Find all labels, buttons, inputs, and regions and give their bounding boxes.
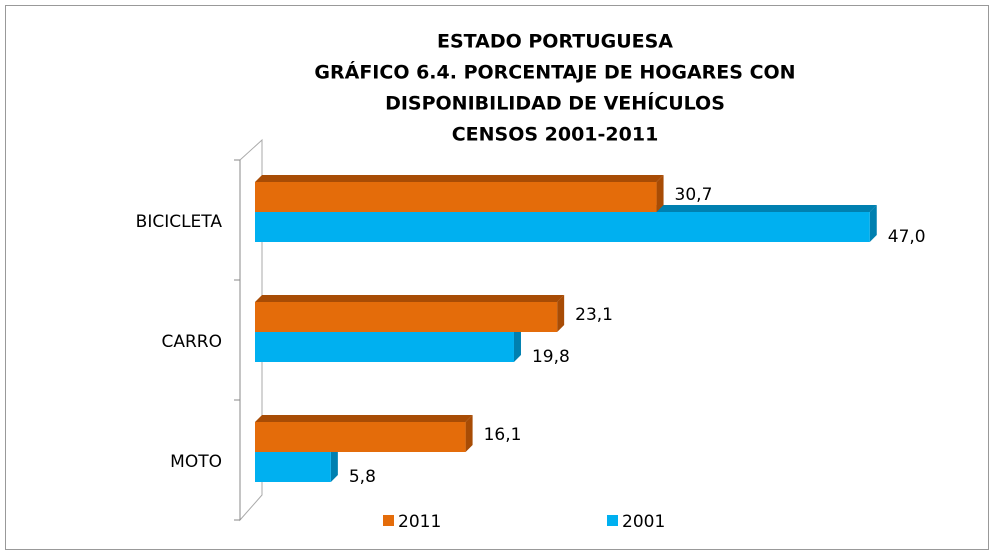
legend-label: 2011 (398, 512, 441, 532)
y-tick-label: CARRO (161, 332, 222, 352)
bar (255, 302, 558, 332)
bar-side (557, 295, 565, 332)
y-tick-label: MOTO (170, 452, 222, 472)
chart-title: GRÁFICO 6.4. PORCENTAJE DE HOGARES CON (314, 61, 795, 84)
data-label: 30,7 (675, 185, 713, 205)
data-label: 47,0 (888, 227, 926, 247)
bar-side (869, 205, 877, 242)
bar-top (255, 175, 664, 182)
bar-side (465, 415, 473, 452)
data-label: 23,1 (575, 305, 613, 325)
data-label: 16,1 (484, 425, 522, 445)
chart-title: CENSOS 2001-2011 (452, 124, 659, 146)
data-label: 5,8 (349, 467, 376, 487)
chart-title: ESTADO PORTUGUESA (437, 31, 673, 53)
bar (255, 182, 657, 212)
bar-side (656, 175, 664, 212)
bar-side (330, 445, 338, 482)
chart-border (5, 5, 989, 550)
bar-top (255, 295, 565, 302)
legend-label: 2001 (622, 512, 665, 532)
bar (255, 212, 870, 242)
legend-swatch (607, 515, 618, 526)
bar (255, 452, 331, 482)
y-tick-label: BICICLETA (136, 212, 223, 232)
bar (255, 332, 514, 362)
chart-title: DISPONIBILIDAD DE VEHÍCULOS (385, 92, 725, 115)
bar-top (255, 415, 473, 422)
bar-side (513, 325, 521, 362)
bar (255, 422, 466, 452)
legend-swatch (383, 515, 394, 526)
data-label: 19,8 (532, 347, 570, 367)
